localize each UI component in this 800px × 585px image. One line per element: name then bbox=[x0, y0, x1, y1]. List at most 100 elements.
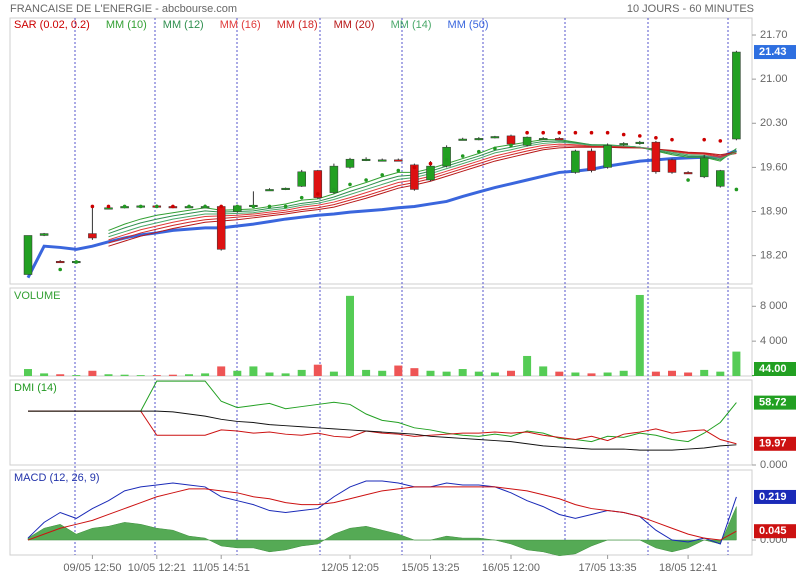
sar-dot bbox=[718, 139, 723, 143]
x-tick-label: 10/05 12:21 bbox=[128, 562, 186, 574]
ma-line bbox=[108, 141, 737, 238]
volume-bar bbox=[490, 372, 499, 376]
sar-dot bbox=[122, 204, 127, 209]
volume-bar bbox=[603, 372, 612, 376]
volume-bar bbox=[201, 373, 210, 376]
volume-bar bbox=[104, 374, 113, 376]
volume-bar bbox=[233, 370, 242, 376]
candle-body bbox=[297, 171, 306, 187]
dmi-panel bbox=[9, 379, 753, 466]
volume-bar bbox=[571, 372, 580, 376]
value-box bbox=[754, 489, 796, 504]
x-tick-label: 16/05 12:00 bbox=[482, 562, 540, 574]
value-box-label: 21.43 bbox=[759, 46, 787, 58]
x-tick-label: 12/05 12:05 bbox=[321, 562, 379, 574]
x-tick-label: 18/05 12:41 bbox=[659, 562, 717, 574]
x-tick-label: 09/05 12:50 bbox=[63, 562, 121, 574]
candle-body bbox=[345, 158, 355, 168]
value-box bbox=[754, 436, 796, 451]
volume-bar bbox=[635, 294, 644, 376]
candle-body bbox=[522, 136, 532, 146]
sar-dot bbox=[477, 149, 481, 154]
value-box bbox=[754, 395, 796, 410]
sar-dot bbox=[90, 204, 95, 209]
sar-dot bbox=[670, 137, 674, 142]
x-tick-label: 11/05 14:51 bbox=[193, 562, 250, 574]
volume-bar bbox=[72, 375, 81, 376]
candle-body bbox=[732, 51, 741, 140]
volume-bar bbox=[362, 369, 371, 376]
sar-dot bbox=[444, 158, 449, 162]
candle-body bbox=[651, 141, 661, 173]
candle-body bbox=[281, 187, 290, 190]
volume-bar bbox=[329, 371, 338, 376]
candle-body bbox=[313, 170, 323, 198]
value-box-label: 19.97 bbox=[759, 438, 787, 450]
sar-dot bbox=[316, 192, 320, 196]
indicator-line bbox=[27, 486, 737, 541]
sar-dot bbox=[364, 178, 368, 182]
sar-dot bbox=[493, 146, 497, 151]
y-tick-label: 18.90 bbox=[760, 205, 788, 217]
sar-dot bbox=[702, 137, 706, 142]
candle-body bbox=[490, 136, 500, 139]
macd-panel bbox=[9, 469, 753, 556]
sar-dot bbox=[348, 182, 352, 187]
candle-body bbox=[667, 159, 677, 173]
sar-dot bbox=[460, 154, 465, 158]
sar-dot bbox=[235, 204, 240, 209]
candle-body bbox=[426, 165, 435, 181]
volume-bar bbox=[281, 373, 290, 376]
sar-dot bbox=[541, 130, 545, 135]
value-box bbox=[754, 362, 796, 376]
header-left: FRANCAISE DE L'ENERGIE - abcbourse.com bbox=[10, 3, 237, 15]
candle-body bbox=[587, 150, 596, 171]
legend-entry: MM (50) bbox=[448, 19, 489, 31]
sar-dot bbox=[74, 260, 79, 264]
sar-dot bbox=[621, 132, 626, 137]
volume-bar bbox=[265, 372, 274, 376]
sar-dot bbox=[299, 195, 304, 200]
volume-bar bbox=[668, 370, 676, 376]
volume-bar bbox=[619, 370, 628, 376]
ma-line bbox=[108, 146, 737, 247]
volume-bar bbox=[56, 374, 65, 376]
candle-body bbox=[506, 135, 516, 145]
volume-bar bbox=[507, 370, 515, 376]
volume-bar bbox=[346, 295, 354, 376]
y-tick-label: 21.00 bbox=[760, 73, 788, 85]
value-box bbox=[754, 45, 796, 60]
volume-bar bbox=[249, 366, 258, 376]
macd-histogram bbox=[27, 506, 737, 557]
sar-dot bbox=[203, 204, 207, 209]
ma-line bbox=[108, 143, 737, 241]
candle-body bbox=[216, 206, 226, 250]
panel-title: VOLUME bbox=[14, 290, 60, 302]
sar-dot bbox=[557, 130, 562, 135]
sar-dot bbox=[734, 187, 739, 192]
y-tick-label: 19.60 bbox=[760, 161, 788, 173]
volume-bar bbox=[40, 373, 49, 376]
y-tick-label: 4 000 bbox=[760, 335, 788, 347]
volume-bar bbox=[168, 374, 177, 376]
ma-line bbox=[26, 148, 737, 279]
candle-body bbox=[619, 143, 628, 146]
sar-dot bbox=[171, 204, 175, 209]
indicator-line bbox=[28, 380, 737, 443]
volume-bar bbox=[88, 370, 97, 376]
candle-body bbox=[555, 138, 564, 141]
candle-body bbox=[603, 145, 612, 168]
sar-dot bbox=[605, 130, 610, 135]
panel-title: MACD (12, 26, 9) bbox=[14, 472, 100, 484]
sar-dot bbox=[106, 204, 111, 209]
volume-bar bbox=[120, 374, 129, 376]
sar-dot bbox=[332, 187, 336, 192]
indicator-line bbox=[28, 410, 737, 451]
legend-entry: MM (12) bbox=[163, 19, 204, 31]
candle-body bbox=[635, 141, 645, 144]
candle-body bbox=[410, 164, 419, 190]
volume-bar bbox=[297, 369, 306, 376]
volume-bar bbox=[700, 369, 709, 376]
